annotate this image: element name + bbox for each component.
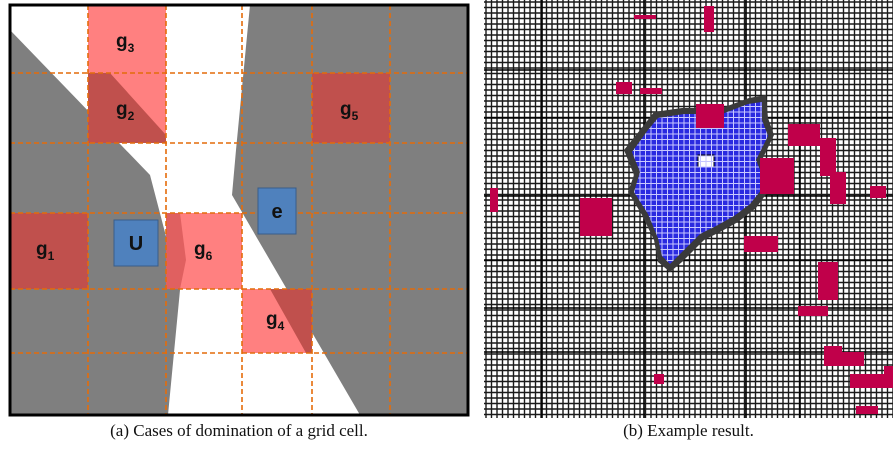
figure-a-domination-diagram: g3 g2 g5 g1 g6 g4 U e xyxy=(8,3,470,417)
dominated-cells xyxy=(490,6,893,414)
label-g3: g3 xyxy=(116,31,135,55)
label-g2: g2 xyxy=(116,99,135,123)
dominated-cell xyxy=(818,262,838,300)
caption-b: (b) Example result. xyxy=(623,421,754,440)
label-g5: g5 xyxy=(340,99,359,123)
observer-u-marker xyxy=(113,219,159,267)
dominated-cell xyxy=(616,82,632,94)
cell-g3 xyxy=(88,5,166,73)
label-e: e xyxy=(271,201,282,223)
caption-a: (a) Cases of domination of a grid cell. xyxy=(110,421,368,440)
dominated-cell xyxy=(830,172,846,204)
figure-b-example-result xyxy=(484,0,893,418)
dominated-cell xyxy=(788,124,820,146)
dominated-cell xyxy=(580,198,612,236)
label-u: U xyxy=(129,233,143,255)
obstacle-e-marker xyxy=(257,187,297,235)
dominated-cell xyxy=(798,306,828,316)
dominated-cell xyxy=(870,186,886,198)
dominated-cell xyxy=(840,352,864,366)
dominated-cell xyxy=(640,88,662,94)
dominated-cell xyxy=(820,138,836,176)
dominated-cell xyxy=(850,374,886,388)
dominated-cell xyxy=(744,236,778,252)
dominated-cell xyxy=(856,406,878,414)
label-g1: g1 xyxy=(36,239,55,263)
label-g6: g6 xyxy=(194,239,213,263)
dominated-cell xyxy=(654,374,664,384)
dominated-cell xyxy=(696,104,724,128)
cell-g5 xyxy=(312,73,390,143)
dominated-cell xyxy=(884,366,893,388)
cell-g1 xyxy=(10,213,88,289)
cell-g4-dark-part xyxy=(270,289,312,353)
label-g4: g4 xyxy=(266,309,285,333)
dominated-cell xyxy=(704,6,714,32)
cell-g6-dark-part xyxy=(166,213,186,289)
dominated-cell xyxy=(634,15,656,19)
dominated-cell xyxy=(490,188,498,212)
cell-g2-dark-part xyxy=(88,73,166,143)
dominated-cell xyxy=(824,346,842,366)
figure-a-border xyxy=(8,3,470,417)
dashed-grid xyxy=(10,5,468,415)
dominated-cell xyxy=(760,158,794,194)
